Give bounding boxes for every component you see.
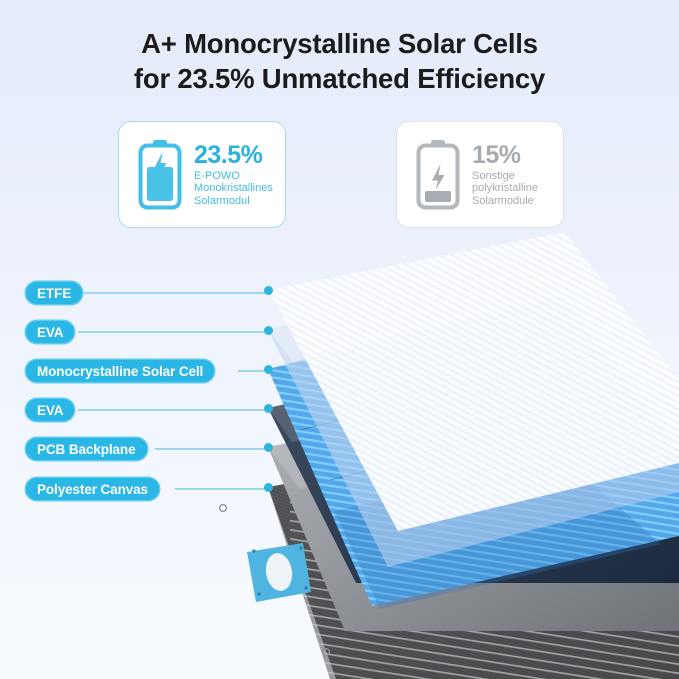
badge-line1: E-POWO <box>194 169 240 182</box>
page-title: A+ Monocrystalline Solar Cells for 23.5%… <box>0 26 679 96</box>
leader-dot-solar-cell <box>264 365 273 374</box>
badge-line1: Sonstige <box>472 169 515 182</box>
layer-label-eva-upper[interactable]: EVA <box>26 321 75 343</box>
badge-percent: 15% <box>472 140 521 169</box>
layer-label-polyester-canvas[interactable]: Polyester Canvas <box>26 478 159 500</box>
leader-line-polyester-canvas <box>175 488 268 490</box>
layer-label-pcb-backplane[interactable]: PCB Backplane <box>26 438 147 460</box>
layer-label-text: Polyester Canvas <box>37 481 148 497</box>
layer-label-text: ETFE <box>37 285 72 301</box>
layer-label-etfe[interactable]: ETFE <box>26 282 83 304</box>
badge-line3: Solarmodule <box>472 194 534 207</box>
efficiency-badge-epowo: 23.5% E-POWO Monokristallines Solarmodul <box>118 121 286 228</box>
leader-dot-etfe <box>264 286 273 295</box>
leader-dot-pcb-backplane <box>264 443 273 452</box>
badge-line2: polykristalline <box>472 182 539 195</box>
badge-text-other: 15% Sonstige polykristalline Solarmodule <box>472 142 538 208</box>
battery-charging-icon <box>133 138 187 212</box>
leader-line-eva-lower <box>78 409 268 411</box>
efficiency-badge-other: 15% Sonstige polykristalline Solarmodule <box>396 121 564 228</box>
layer-label-text: PCB Backplane <box>37 441 136 457</box>
leader-dot-polyester-canvas <box>264 483 273 492</box>
badge-line2: Monokristallines <box>194 182 273 195</box>
leader-line-pcb-backplane <box>155 448 268 450</box>
page-title-line2: for 23.5% Unmatched Efficiency <box>133 63 546 94</box>
layer-label-eva-lower[interactable]: EVA <box>26 399 75 421</box>
leader-line-eva-upper <box>78 331 268 333</box>
badge-percent: 23.5% <box>194 140 263 169</box>
layer-label-text: EVA <box>37 324 64 340</box>
battery-low-icon <box>411 138 465 212</box>
layer-label-text: EVA <box>37 402 64 418</box>
badge-line3: Solarmodul <box>194 194 250 207</box>
leader-line-etfe <box>84 292 268 294</box>
layer-label-solar-cell[interactable]: Monocrystalline Solar Cell <box>26 360 215 382</box>
layer-label-text: Monocrystalline Solar Cell <box>37 363 204 379</box>
layer-etfe <box>268 232 679 531</box>
leader-dot-eva-lower <box>264 404 273 413</box>
leader-dot-eva-upper <box>264 326 273 335</box>
canvas-handle-icon <box>247 543 311 602</box>
badge-text-epowo: 23.5% E-POWO Monokristallines Solarmodul <box>194 142 273 208</box>
page-title-line1: A+ Monocrystalline Solar Cells <box>141 28 538 59</box>
leader-line-solar-cell <box>238 370 268 372</box>
